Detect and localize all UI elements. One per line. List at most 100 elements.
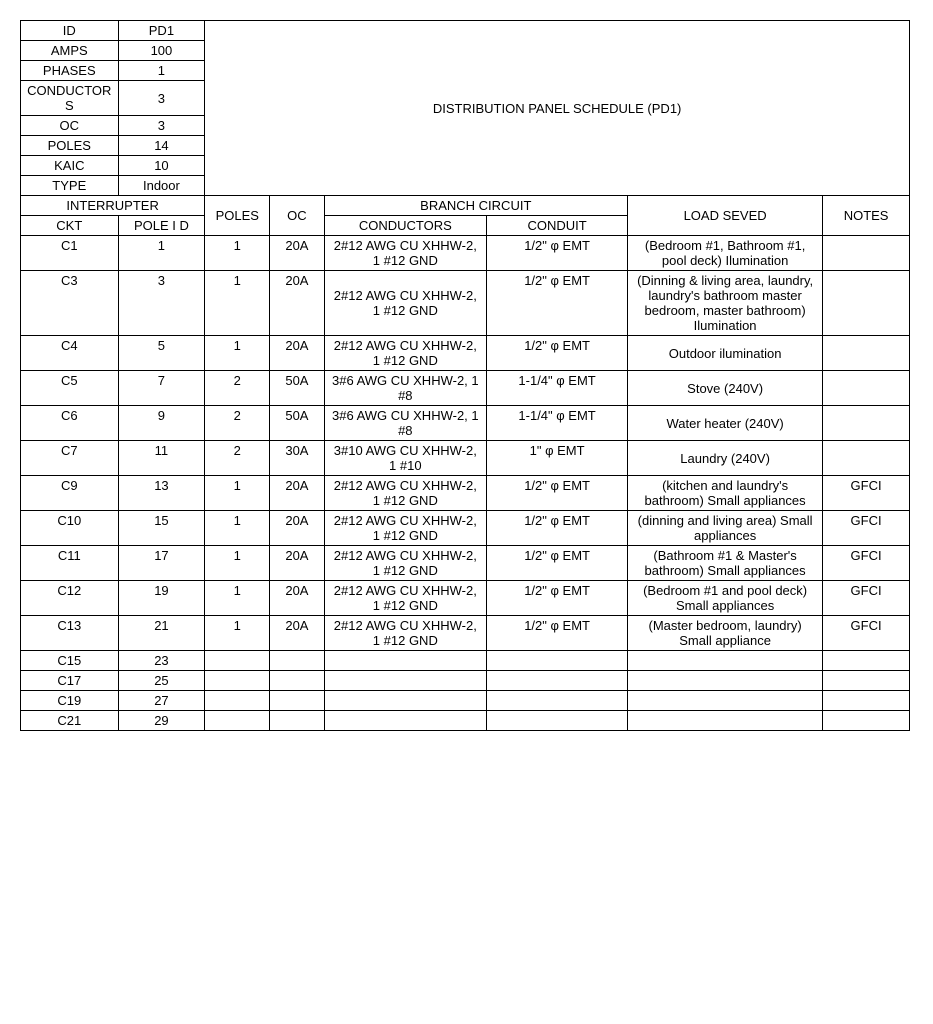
cell-notes: GFCI <box>823 581 910 616</box>
cell-poles: 2 <box>205 371 270 406</box>
info-value-amps: 100 <box>118 41 205 61</box>
cell-oc <box>270 671 324 691</box>
cell-conductors: 2#12 AWG CU XHHW-2, 1 #12 GND <box>324 476 487 511</box>
info-value-kaic: 10 <box>118 156 205 176</box>
cell-oc <box>270 651 324 671</box>
cell-load: (kitchen and laundry's bathroom) Small a… <box>628 476 823 511</box>
cell-load <box>628 711 823 731</box>
info-value-phases: 1 <box>118 61 205 81</box>
cell-load <box>628 671 823 691</box>
cell-conduit <box>487 711 628 731</box>
cell-load: Outdoor ilumination <box>628 336 823 371</box>
cell-conduit: 1/2" φ EMT <box>487 616 628 651</box>
cell-ckt: C15 <box>21 651 119 671</box>
cell-conductors: 2#12 AWG CU XHHW-2, 1 #12 GND <box>324 336 487 371</box>
cell-pole-id: 23 <box>118 651 205 671</box>
cell-ckt: C3 <box>21 271 119 336</box>
cell-pole-id: 19 <box>118 581 205 616</box>
cell-pole-id: 27 <box>118 691 205 711</box>
info-value-type: Indoor <box>118 176 205 196</box>
cell-ckt: C17 <box>21 671 119 691</box>
cell-notes <box>823 271 910 336</box>
hdr-conductors: CONDUCTORS <box>324 216 487 236</box>
info-label-poles: POLES <box>21 136 119 156</box>
cell-poles: 1 <box>205 476 270 511</box>
cell-conductors: 2#12 AWG CU XHHW-2, 1 #12 GND <box>324 581 487 616</box>
cell-pole-id: 9 <box>118 406 205 441</box>
cell-oc: 50A <box>270 371 324 406</box>
table-body: C11120A2#12 AWG CU XHHW-2, 1 #12 GND1/2"… <box>21 236 910 731</box>
cell-oc: 20A <box>270 546 324 581</box>
cell-conduit <box>487 671 628 691</box>
cell-poles: 1 <box>205 271 270 336</box>
info-label-id: ID <box>21 21 119 41</box>
cell-ckt: C6 <box>21 406 119 441</box>
info-value-oc: 3 <box>118 116 205 136</box>
table-row: C711230A3#10 AWG CU XHHW-2, 1 #101" φ EM… <box>21 441 910 476</box>
table-row: C1015120A2#12 AWG CU XHHW-2, 1 #12 GND1/… <box>21 511 910 546</box>
cell-load <box>628 651 823 671</box>
cell-pole-id: 21 <box>118 616 205 651</box>
cell-poles: 1 <box>205 336 270 371</box>
table-row: C1725 <box>21 671 910 691</box>
cell-conductors: 3#6 AWG CU XHHW-2, 1 #8 <box>324 371 487 406</box>
cell-conductors: 2#12 AWG CU XHHW-2, 1 #12 GND <box>324 236 487 271</box>
hdr-ckt: CKT <box>21 216 119 236</box>
cell-notes: GFCI <box>823 616 910 651</box>
cell-ckt: C7 <box>21 441 119 476</box>
cell-oc: 20A <box>270 236 324 271</box>
hdr-load: LOAD SEVED <box>628 196 823 236</box>
cell-conduit: 1/2" φ EMT <box>487 236 628 271</box>
cell-conduit: 1-1/4" φ EMT <box>487 406 628 441</box>
cell-oc: 50A <box>270 406 324 441</box>
cell-oc: 20A <box>270 511 324 546</box>
cell-conduit: 1/2" φ EMT <box>487 271 628 336</box>
cell-load: (dinning and living area) Small applianc… <box>628 511 823 546</box>
panel-schedule-table: ID PD1 DISTRIBUTION PANEL SCHEDULE (PD1)… <box>20 20 910 731</box>
cell-oc: 20A <box>270 476 324 511</box>
cell-poles: 1 <box>205 236 270 271</box>
cell-poles: 2 <box>205 406 270 441</box>
cell-notes <box>823 691 910 711</box>
cell-pole-id: 1 <box>118 236 205 271</box>
cell-notes: GFCI <box>823 546 910 581</box>
hdr-branch: BRANCH CIRCUIT <box>324 196 628 216</box>
hdr-conduit: CONDUIT <box>487 216 628 236</box>
cell-oc: 20A <box>270 581 324 616</box>
cell-conductors: 3#6 AWG CU XHHW-2, 1 #8 <box>324 406 487 441</box>
info-label-kaic: KAIC <box>21 156 119 176</box>
cell-conductors <box>324 691 487 711</box>
cell-poles: 2 <box>205 441 270 476</box>
cell-ckt: C13 <box>21 616 119 651</box>
cell-pole-id: 5 <box>118 336 205 371</box>
cell-conduit: 1/2" φ EMT <box>487 511 628 546</box>
cell-load: Laundry (240V) <box>628 441 823 476</box>
cell-load <box>628 691 823 711</box>
table-row: C1117120A2#12 AWG CU XHHW-2, 1 #12 GND1/… <box>21 546 910 581</box>
cell-load: (Bedroom #1 and pool deck) Small applian… <box>628 581 823 616</box>
hdr-poles: POLES <box>205 196 270 236</box>
cell-pole-id: 11 <box>118 441 205 476</box>
cell-oc: 20A <box>270 271 324 336</box>
cell-conduit: 1-1/4" φ EMT <box>487 371 628 406</box>
cell-notes <box>823 336 910 371</box>
cell-conductors: 2#12 AWG CU XHHW-2, 1 #12 GND <box>324 511 487 546</box>
cell-conductors: 2#12 AWG CU XHHW-2, 1 #12 GND <box>324 271 487 336</box>
table-row: C2129 <box>21 711 910 731</box>
cell-conductors <box>324 651 487 671</box>
cell-conductors: 2#12 AWG CU XHHW-2, 1 #12 GND <box>324 546 487 581</box>
hdr-interrupter: INTERRUPTER <box>21 196 205 216</box>
table-row: C1219120A2#12 AWG CU XHHW-2, 1 #12 GND1/… <box>21 581 910 616</box>
info-value-poles: 14 <box>118 136 205 156</box>
hdr-notes: NOTES <box>823 196 910 236</box>
cell-conduit: 1" φ EMT <box>487 441 628 476</box>
cell-ckt: C19 <box>21 691 119 711</box>
cell-conductors <box>324 671 487 691</box>
cell-conduit <box>487 651 628 671</box>
cell-ckt: C4 <box>21 336 119 371</box>
cell-notes <box>823 236 910 271</box>
cell-ckt: C5 <box>21 371 119 406</box>
cell-ckt: C9 <box>21 476 119 511</box>
cell-load: (Master bedroom, laundry) Small applianc… <box>628 616 823 651</box>
info-value-conductors: 3 <box>118 81 205 116</box>
